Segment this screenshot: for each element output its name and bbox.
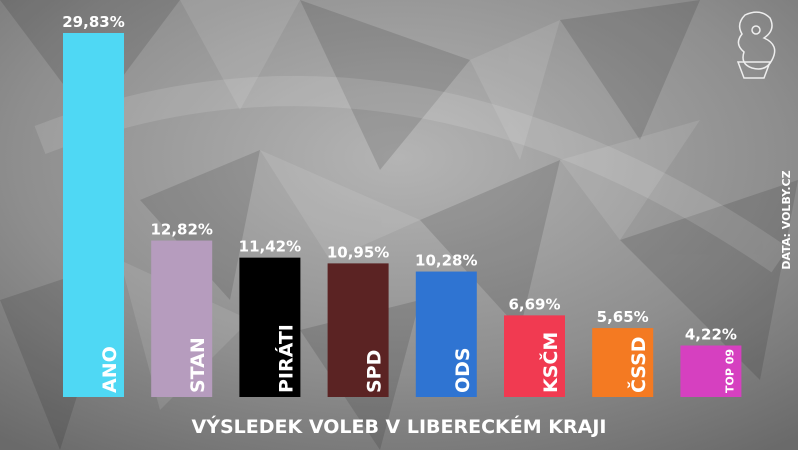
bar [680, 345, 742, 397]
value-label: 10,28% [415, 252, 477, 270]
chart-title: VÝSLEDEK VOLEB V LIBERECKÉM KRAJI [192, 414, 607, 438]
logo [736, 11, 776, 79]
category-label: STAN [187, 337, 209, 393]
value-label: 6,69% [508, 295, 560, 313]
bar [415, 271, 477, 397]
swoosh [34, 76, 789, 273]
bar [151, 240, 213, 397]
value-label: 4,22% [685, 326, 737, 344]
category-label: ČSSD [626, 336, 650, 393]
bar [327, 263, 389, 397]
category-label: ANO [99, 346, 121, 393]
bar [504, 315, 565, 397]
value-label: 12,82% [150, 221, 212, 239]
bar [592, 328, 654, 397]
bar [63, 33, 124, 397]
category-label: PIRÁTI [274, 324, 297, 393]
category-label: ODS [452, 347, 474, 393]
bar [239, 257, 301, 397]
value-label: 5,65% [597, 308, 649, 326]
category-label: TOP 09 [723, 349, 736, 393]
value-label: 29,83% [62, 13, 124, 31]
category-label: KSČM [538, 332, 562, 393]
value-label: 10,95% [327, 243, 389, 261]
category-label: SPD [364, 350, 386, 393]
value-label: 11,42% [239, 238, 301, 256]
source: DATA: VOLBY.CZ [780, 170, 793, 269]
